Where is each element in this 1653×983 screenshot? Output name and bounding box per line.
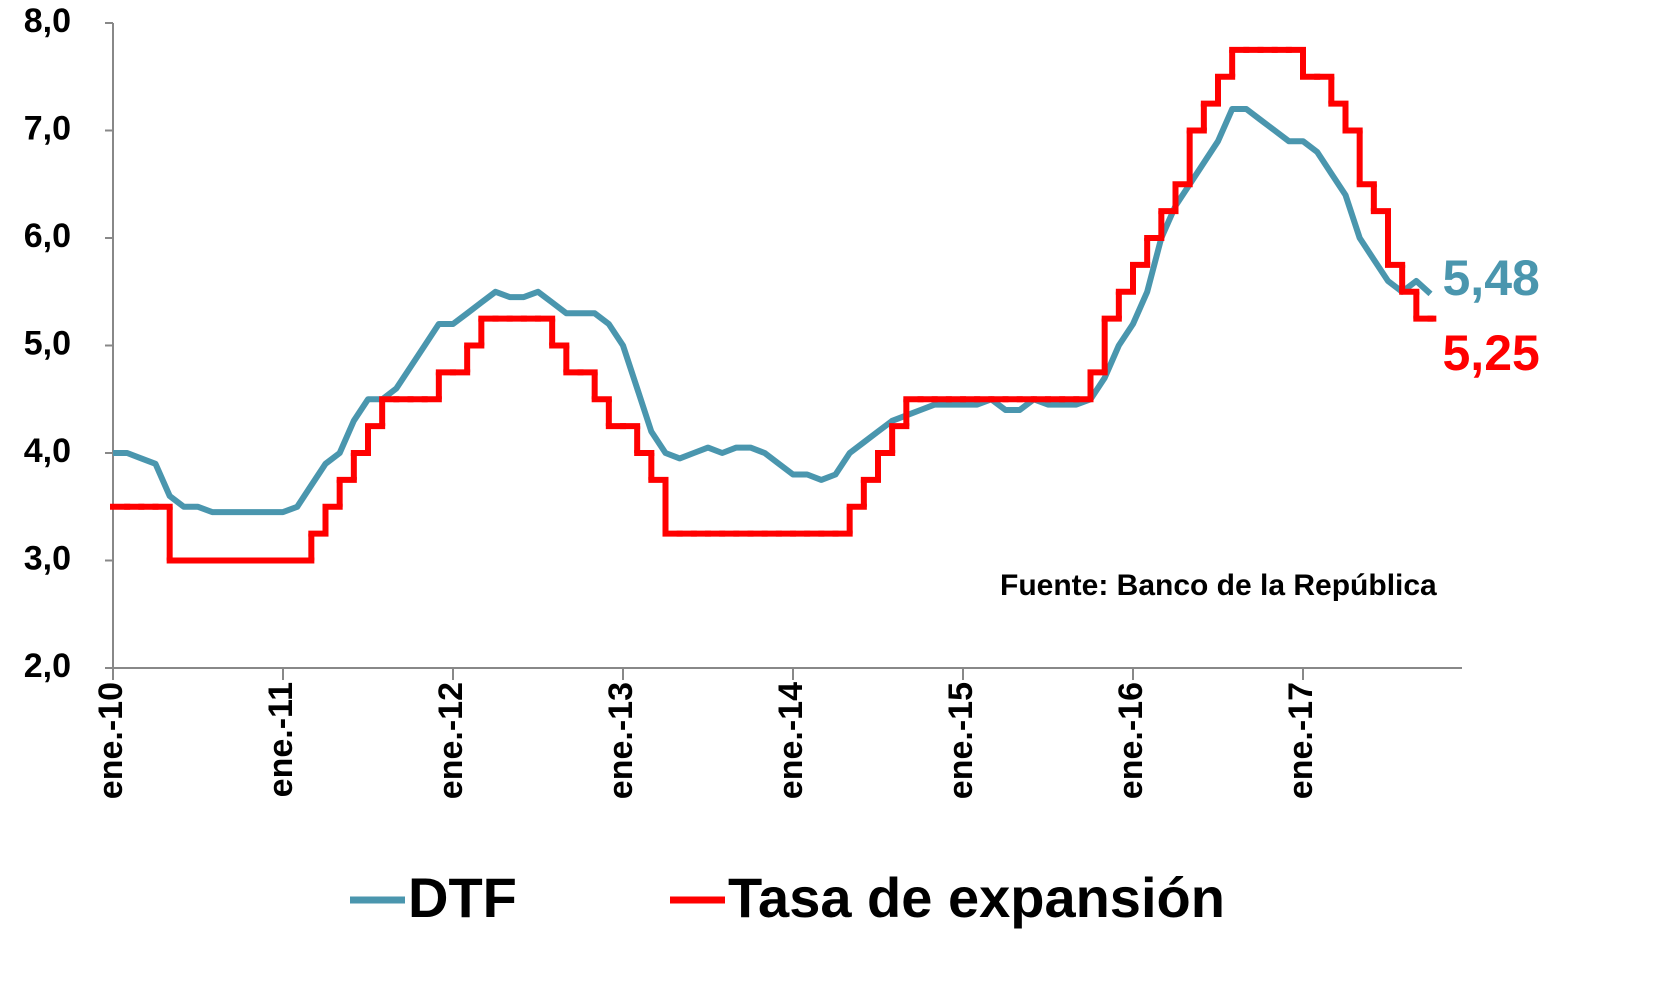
y-tick-label: 8,0 [24,2,71,40]
x-tick-label: ene.-13 [602,682,640,799]
legend-label: Tasa de expansión [728,866,1225,929]
x-tick-label: ene.-10 [92,682,130,799]
source-note: Fuente: Banco de la República [1000,569,1437,602]
y-tick-label: 7,0 [24,109,71,147]
x-tick-label: ene.-16 [1112,682,1150,799]
y-tick-label: 4,0 [24,432,71,470]
x-tick-label: ene.-17 [1282,682,1320,799]
x-tick-label: ene.-14 [772,682,810,799]
y-tick-label: 2,0 [24,647,71,685]
legend-label: DTF [408,866,517,929]
x-tick-label: ene.-12 [432,682,470,799]
x-tick-label: ene.-15 [942,682,980,799]
x-tick-label: ene.-11 [262,682,300,797]
y-tick-label: 5,0 [24,324,71,362]
y-tick-label: 6,0 [24,217,71,255]
value-label: 5,48 [1443,250,1540,306]
line [113,106,1433,516]
y-tick-label: 3,0 [24,539,71,577]
value-label: 5,25 [1443,325,1540,381]
